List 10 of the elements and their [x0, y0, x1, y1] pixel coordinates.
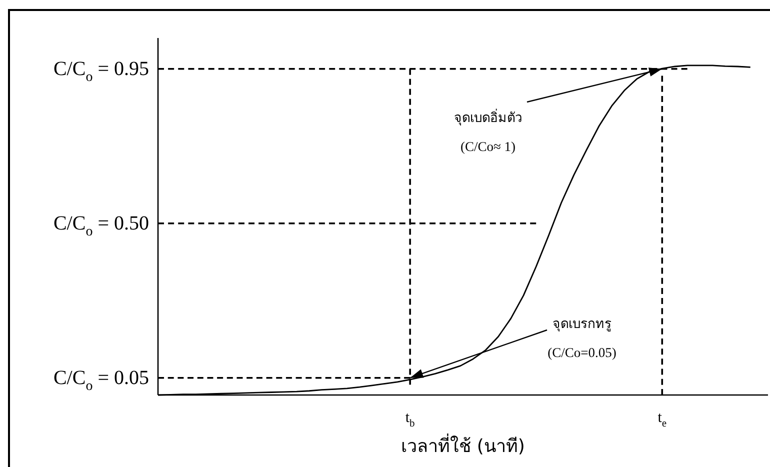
annotation: จุดเบรกทรู: [552, 317, 612, 332]
x-tick-label: t$_{b}$: [405, 410, 415, 430]
y-tick-label: C/C$_{o}$ = 0.95: [53, 58, 149, 85]
x-axis-title: เวลาที่ใช้ (นาที): [401, 433, 525, 457]
y-tick-label: C/C$_{o}$ = 0.50: [53, 212, 149, 240]
annotation: (C/Co=0.05): [548, 345, 616, 360]
annotation: จุดเบดอิ่มตัว: [454, 109, 522, 126]
y-tick-label: C/C$_{o}$ = 0.05: [53, 366, 149, 394]
x-tick-label: t$_{e}$: [658, 410, 667, 430]
annotation: (C/Co≈ 1): [460, 139, 516, 154]
